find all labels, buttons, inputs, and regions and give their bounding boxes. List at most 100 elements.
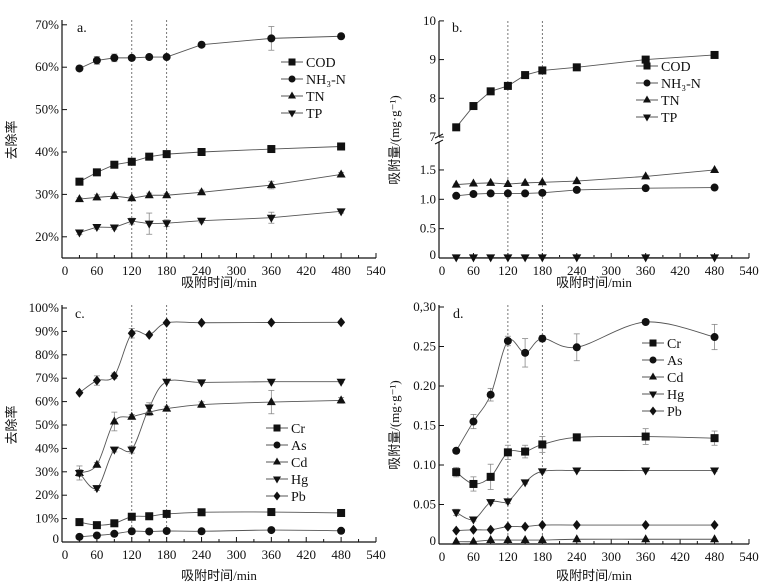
triangle-up-marker [197, 399, 207, 408]
x-axis-label: 吸附时间/min [556, 568, 632, 583]
circle-marker [649, 356, 657, 364]
triangle-down-marker [336, 378, 346, 387]
y-tick-label: 30% [35, 464, 59, 479]
circle-marker [452, 446, 461, 455]
triangle-up-marker [266, 397, 276, 406]
series-triangle-up [74, 169, 346, 203]
x-tick-label: 300 [227, 547, 247, 562]
circle-marker [469, 417, 478, 426]
legend-label: As [667, 354, 683, 369]
x-tick-label: 0 [62, 547, 69, 562]
x-tick-label: 480 [331, 547, 351, 562]
diamond-marker [710, 520, 719, 531]
y-tick-label: 0 [430, 247, 437, 262]
series-triangle-up [451, 164, 720, 188]
y-tick-label: 1.5 [420, 162, 436, 177]
series-circle [75, 26, 346, 73]
legend-item: As [266, 439, 307, 454]
y-tick-label: 60% [35, 394, 59, 409]
x-tick-label: 240 [567, 263, 587, 278]
circle-marker [452, 191, 461, 200]
circle-marker [267, 526, 276, 535]
square-marker [197, 148, 206, 156]
legend-item: Hg [642, 388, 684, 403]
x-tick-label: 0 [62, 263, 69, 278]
square-marker [469, 102, 478, 111]
legend-item: TP [281, 107, 323, 122]
triangle-up-marker [572, 176, 582, 185]
circle-marker [75, 64, 84, 73]
legend-item: Pb [266, 490, 306, 505]
triangle-up-marker [537, 177, 547, 186]
legend-label: NH₃-N [661, 77, 701, 92]
triangle-up-marker [710, 164, 720, 173]
diamond-marker [572, 520, 581, 531]
circle-marker [337, 526, 346, 535]
circle-marker [267, 34, 276, 43]
series-line [456, 524, 715, 532]
axis-break-mark [434, 133, 444, 139]
legend-label: Hg [667, 388, 684, 403]
square-marker [486, 472, 495, 481]
triangle-down-marker [710, 254, 720, 263]
circle-marker [486, 390, 495, 399]
x-tick-label: 360 [636, 549, 656, 564]
series-line [456, 169, 715, 186]
triangle-up-marker [537, 535, 547, 544]
y-tick-label: 9 [430, 52, 437, 67]
x-tick-label: 180 [157, 263, 177, 278]
triangle-up-marker [288, 91, 296, 99]
circle-marker [486, 189, 495, 198]
x-tick-label: 360 [262, 547, 282, 562]
diamond-marker [75, 387, 84, 398]
legend-label: TP [661, 111, 678, 126]
y-tick-label: 8 [430, 90, 437, 105]
triangle-down-marker [710, 467, 720, 476]
y-tick-label: 60% [35, 59, 59, 74]
triangle-up-marker [144, 190, 154, 199]
diamond-marker [641, 520, 650, 531]
circle-marker [92, 56, 101, 65]
triangle-up-marker [710, 534, 720, 543]
diamond-marker [267, 317, 276, 328]
triangle-down-marker [144, 220, 154, 229]
y-tick-label: 50% [35, 102, 59, 117]
x-tick-label: 60 [90, 547, 103, 562]
y-tick-label: 0.15 [413, 418, 436, 433]
circle-marker [197, 40, 206, 49]
legend-item: As [642, 354, 683, 369]
series-diamond [452, 520, 719, 536]
triangle-up-marker [643, 95, 651, 103]
x-tick-label: 120 [498, 549, 518, 564]
y-tick-label: 90% [35, 323, 59, 338]
triangle-up-marker [74, 194, 84, 203]
square-marker [337, 142, 346, 151]
triangle-up-marker [451, 179, 461, 188]
axis-break-mark [434, 139, 444, 145]
square-marker [641, 55, 650, 64]
series-line [456, 469, 715, 521]
circle-marker [127, 53, 136, 62]
series-square [75, 508, 346, 530]
legend-label: Cd [291, 456, 307, 471]
series-line [79, 210, 342, 233]
legend-item: Pb [642, 405, 682, 420]
square-marker [452, 123, 461, 132]
legend-label: TN [306, 90, 325, 105]
square-marker [288, 58, 296, 66]
legend-item: Cr [642, 337, 681, 352]
x-tick-label: 480 [331, 263, 351, 278]
triangle-down-marker [266, 378, 276, 387]
x-tick-label: 240 [192, 263, 212, 278]
y-tick-label: 0.20 [413, 378, 436, 393]
triangle-up-marker [641, 171, 651, 180]
triangle-down-marker [486, 499, 496, 508]
circle-marker [162, 53, 171, 62]
triangle-up-marker [127, 411, 137, 420]
diamond-marker [145, 329, 154, 340]
x-tick-label: 120 [498, 263, 518, 278]
circle-marker [110, 53, 119, 62]
square-marker [337, 508, 346, 517]
circle-marker [75, 532, 84, 541]
